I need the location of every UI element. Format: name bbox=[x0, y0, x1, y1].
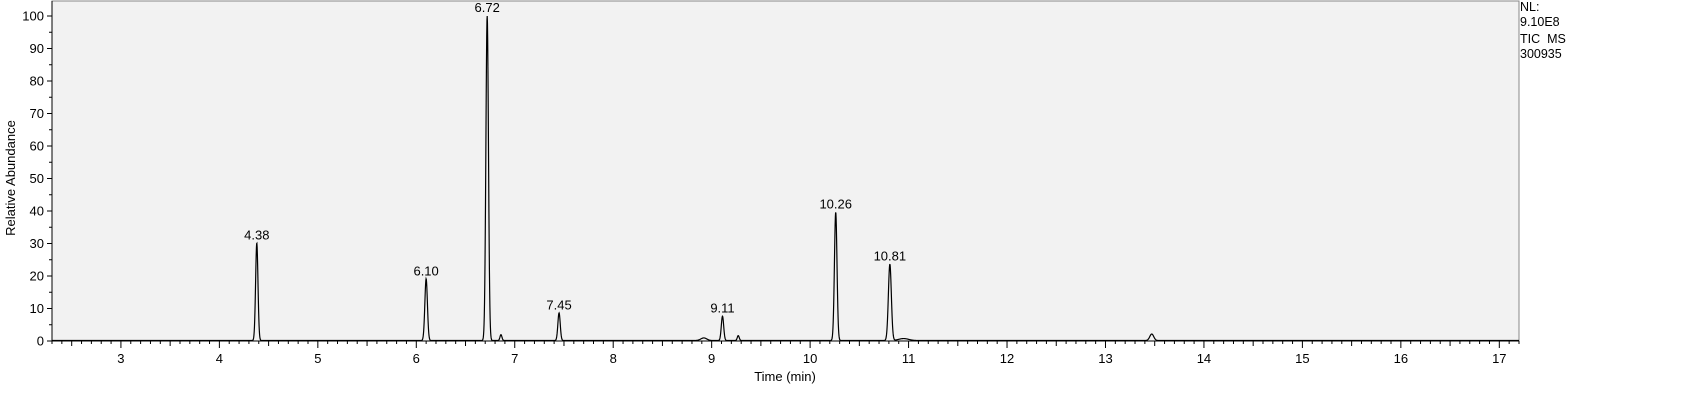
x-tick-label: 12 bbox=[1000, 351, 1014, 366]
peak-label: 6.72 bbox=[475, 0, 500, 15]
y-axis-title: Relative Abundance bbox=[3, 120, 18, 236]
x-axis-title: Time (min) bbox=[754, 369, 816, 384]
x-tick-label: 9 bbox=[708, 351, 715, 366]
y-tick-label: 90 bbox=[30, 41, 44, 56]
y-tick-label: 60 bbox=[30, 139, 44, 154]
peak-label: 7.45 bbox=[546, 297, 571, 312]
nl-value: 9.10E8 bbox=[1520, 15, 1560, 29]
sample-id: 300935 bbox=[1520, 47, 1562, 61]
peak-label: 4.38 bbox=[244, 228, 269, 243]
x-tick-label: 13 bbox=[1098, 351, 1112, 366]
x-tick-label: 11 bbox=[902, 351, 916, 366]
x-tick-label: 16 bbox=[1394, 351, 1408, 366]
y-tick-label: 0 bbox=[37, 334, 44, 349]
peak-labels: 4.38 6.10 6.72 7.45 9.11 10.26 10.81 bbox=[244, 0, 906, 316]
x-tick-label: 14 bbox=[1197, 351, 1211, 366]
peak-label: 10.26 bbox=[819, 197, 852, 212]
x-tick-label: 7 bbox=[511, 351, 518, 366]
peak-label: 9.11 bbox=[710, 301, 734, 316]
y-tick-label: 20 bbox=[30, 269, 44, 284]
x-tick-label: 10 bbox=[803, 351, 817, 366]
y-axis: 0 10 20 30 40 50 60 70 80 90 100 bbox=[22, 1, 53, 349]
y-tick-label: 100 bbox=[22, 9, 44, 24]
nl-label: NL: bbox=[1520, 0, 1539, 14]
x-tick-label: 5 bbox=[314, 351, 321, 366]
y-tick-label: 70 bbox=[30, 106, 44, 121]
tic-trace bbox=[52, 15, 1519, 342]
x-tick-label: 4 bbox=[216, 351, 223, 366]
plot-area bbox=[51, 0, 1520, 342]
x-tick-label: 8 bbox=[610, 351, 617, 366]
peak-label: 10.81 bbox=[874, 249, 907, 264]
y-tick-label: 80 bbox=[30, 74, 44, 89]
x-tick-label: 6 bbox=[413, 351, 420, 366]
y-tick-label: 40 bbox=[30, 204, 44, 219]
trace-type: TIC MS bbox=[1520, 32, 1566, 46]
peak-label: 6.10 bbox=[413, 263, 438, 278]
x-tick-label: 15 bbox=[1295, 351, 1309, 366]
x-tick-label: 3 bbox=[117, 351, 124, 366]
y-tick-label: 50 bbox=[30, 171, 44, 186]
x-axis: 3 4 5 6 7 8 9 10 11 12 13 14 15 16 17 bbox=[51, 340, 1520, 366]
y-tick-label: 30 bbox=[30, 236, 44, 251]
y-tick-label: 10 bbox=[30, 301, 44, 316]
x-tick-label: 17 bbox=[1492, 351, 1506, 366]
